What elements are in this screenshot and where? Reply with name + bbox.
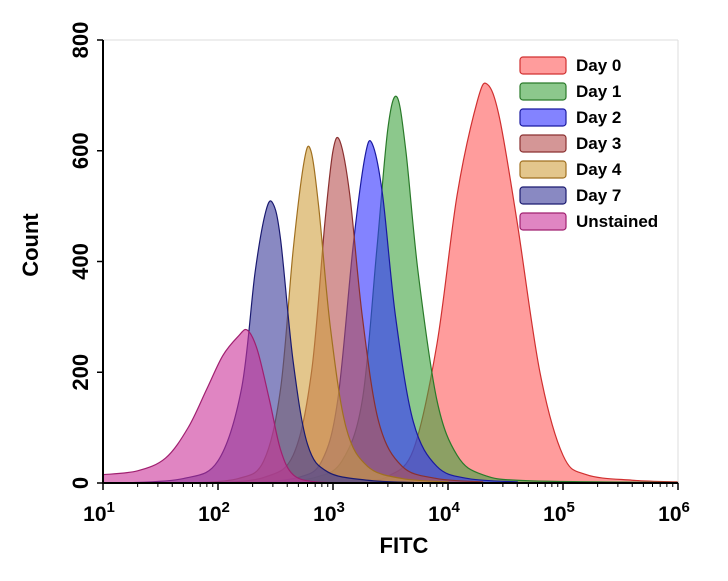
x-tick-exponent: 5 (567, 499, 575, 516)
x-tick-base: 10 (543, 503, 566, 526)
histogram-curves (102, 82, 679, 484)
legend-item: Day 2 (519, 108, 621, 127)
y-tick-label: 0 (68, 477, 93, 489)
legend-label: Unstained (576, 212, 658, 231)
y-tick-label: 400 (68, 243, 93, 280)
legend-item: Unstained (519, 212, 658, 231)
x-tick-exponent: 4 (452, 499, 461, 516)
legend-swatch (519, 134, 567, 153)
x-tick-base: 10 (83, 503, 106, 526)
x-tick-exponent: 2 (222, 499, 230, 516)
legend-label: Day 0 (576, 56, 621, 75)
legend-item: Day 1 (519, 82, 621, 101)
legend-item: Day 7 (519, 186, 621, 205)
x-tick-exponent: 3 (337, 499, 345, 516)
series-area-unstained (102, 328, 354, 484)
legend-swatch (519, 56, 567, 75)
legend-label: Day 2 (576, 108, 621, 127)
y-tick-label: 600 (68, 132, 93, 169)
legend: Day 0 Day 1 Day 2 Day 3 Day 4 Day 7 Unstained (519, 56, 658, 231)
x-tick-label: 105 (543, 499, 575, 526)
legend-swatch (519, 108, 567, 127)
legend-swatch (519, 82, 567, 101)
legend-label: Day 7 (576, 186, 621, 205)
legend-item: Day 4 (519, 160, 622, 179)
x-tick-label: 102 (198, 499, 230, 526)
legend-label: Day 1 (576, 82, 621, 101)
y-ticks: 0 200 400 600 800 (68, 22, 103, 489)
x-tick-label: 101 (83, 499, 115, 526)
legend-swatch (519, 186, 567, 205)
legend-label: Day 4 (576, 160, 622, 179)
x-tick-exponent: 6 (682, 499, 690, 516)
legend-item: Day 0 (519, 56, 621, 75)
x-axis-label: FITC (380, 533, 429, 558)
legend-swatch (519, 160, 567, 179)
x-tick-label: 103 (313, 499, 345, 526)
x-tick-label: 106 (658, 499, 690, 526)
legend-label: Day 3 (576, 134, 621, 153)
x-tick-base: 10 (198, 503, 221, 526)
legend-item: Day 3 (519, 134, 621, 153)
x-tick-base: 10 (658, 503, 681, 526)
legend-swatch (519, 212, 567, 231)
x-tick-label: 104 (428, 499, 460, 526)
x-tick-base: 10 (313, 503, 336, 526)
x-ticks: 101 102 103 104 105 106 (83, 483, 690, 526)
y-tick-label: 800 (68, 22, 93, 59)
y-tick-label: 200 (68, 354, 93, 391)
x-tick-exponent: 1 (107, 499, 115, 516)
y-axis-label: Count (18, 213, 43, 277)
x-tick-base: 10 (428, 503, 451, 526)
